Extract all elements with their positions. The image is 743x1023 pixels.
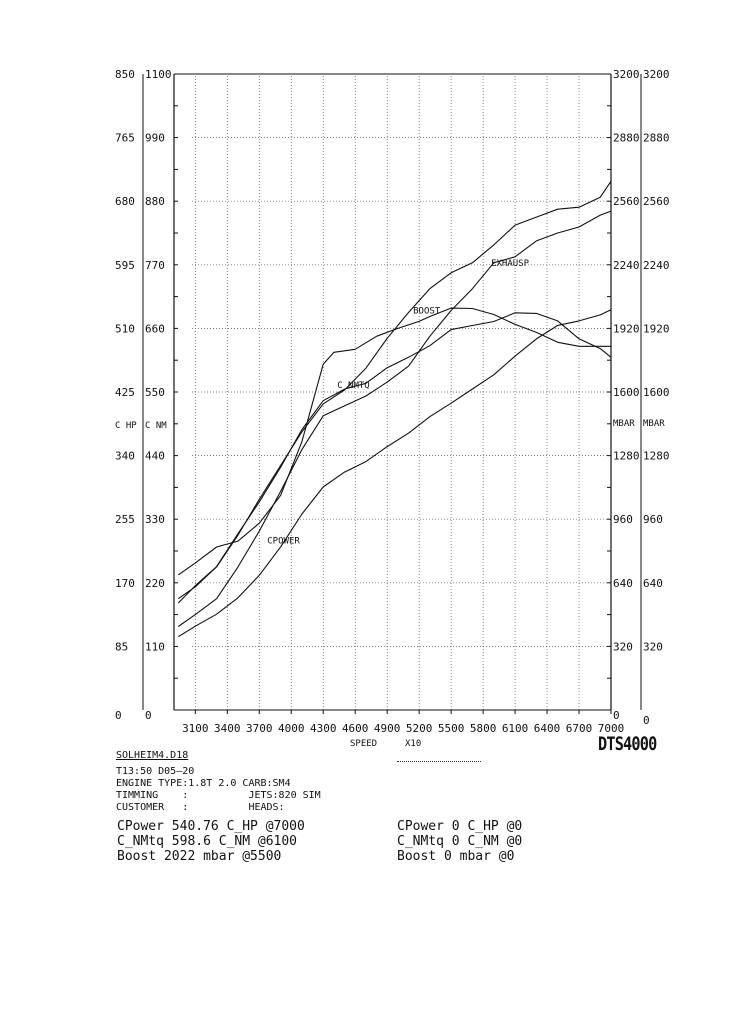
- x-tick-label: 3100: [182, 722, 209, 735]
- result-left-torque: C_NMtq 598.6 C_NM @6100: [117, 834, 298, 849]
- mbar-inner-tick-label: 320: [613, 640, 633, 653]
- series-line-cpower: [178, 309, 612, 638]
- mbar-inner-tick-label: 2880: [613, 132, 640, 145]
- hp-tick-label: 255: [115, 513, 135, 526]
- x-tick-label: 3400: [214, 722, 241, 735]
- nm-tick-label: 110: [145, 640, 165, 653]
- series-lines: [177, 180, 612, 638]
- mbar-outer-tick-label: 2880: [643, 132, 670, 145]
- mbar-outer-tick-label: 2240: [643, 259, 670, 272]
- result-left-power: CPower 540.76 C_HP @7000: [117, 819, 305, 834]
- mbar-inner-tick-label: 0: [613, 709, 620, 722]
- nm-tick-label: 0: [145, 709, 152, 722]
- test-time: T13:50 D05—20: [116, 766, 195, 777]
- result-right-power: CPower 0 C_HP @0: [397, 819, 523, 834]
- nm-tick-label: 220: [145, 577, 165, 590]
- series-line-c-nmtq: [177, 312, 612, 604]
- engine-type: ENGINE TYPE:1.8T 2.0 CARB:SM4: [116, 778, 291, 789]
- mbar-outer-tick-label: 960: [643, 513, 663, 526]
- series-label-cpower: CPOWER: [267, 536, 300, 546]
- result-right-torque: C_NMtq 0 C_NM @0: [397, 834, 523, 849]
- series-line-exhausp: [177, 210, 612, 627]
- hp-tick-label: 85: [115, 640, 128, 653]
- mbar-outer-tick-label: 0: [643, 714, 650, 727]
- nm-tick-label: 550: [145, 386, 165, 399]
- hp-tick-label: 850: [115, 68, 135, 81]
- mbar-outer-tick-label: 1280: [643, 450, 670, 463]
- hp-tick-label: 340: [115, 450, 135, 463]
- mbar-outer-tick-label: 320: [643, 640, 663, 653]
- nm-tick-label: 440: [145, 450, 165, 463]
- x-tick-label: 4300: [310, 722, 337, 735]
- mbar-inner-tick-label: 1600: [613, 386, 640, 399]
- hp-tick-label: 510: [115, 322, 135, 335]
- x-tick-label: 4000: [278, 722, 305, 735]
- hp-tick-label: 0: [115, 709, 122, 722]
- mbar-inner-tick-label: 960: [613, 513, 633, 526]
- x-tick-label: 7000: [598, 722, 625, 735]
- mbar-outer-tick-label: 1600: [643, 386, 670, 399]
- hp-tick-label: 595: [115, 259, 135, 272]
- mbar-outer-axis-title: MBAR: [643, 419, 665, 429]
- axes: [142, 73, 642, 714]
- series-label-exhausp: EXHAUSP: [491, 259, 530, 269]
- x-tick-label: 3700: [246, 722, 273, 735]
- file-name: SOLHEIM4.D18: [116, 750, 189, 761]
- hp-tick-label: 680: [115, 195, 135, 208]
- mbar-inner-tick-label: 1920: [613, 322, 640, 335]
- customer-heads: CUSTOMER : HEADS:: [116, 802, 285, 813]
- series-labels: CPOWER C NMTQ BOOST EXHAUSP: [267, 259, 529, 547]
- grid: [192, 76, 612, 710]
- timing-jets: TIMMING : JETS:820 SIM: [116, 790, 321, 801]
- series-line-unlabeled-4: [177, 180, 612, 600]
- mbar-outer-tick-label: 3200: [643, 68, 670, 81]
- mbar-inner-tick-label: 1280: [613, 450, 640, 463]
- nm-axis-title: C NM: [145, 421, 167, 431]
- mbar-inner-tick-label: 2560: [613, 195, 640, 208]
- x-tick-label: 6700: [566, 722, 593, 735]
- nm-tick-label: 770: [145, 259, 165, 272]
- x-tick-label: 4900: [374, 722, 401, 735]
- x-tick-label: 4600: [342, 722, 369, 735]
- mbar-inner-axis-title: MBAR: [613, 419, 635, 429]
- result-left-boost: Boost 2022 mbar @5500: [117, 849, 282, 864]
- nm-tick-label: 1100: [145, 68, 172, 81]
- x-tick-label: 5500: [438, 722, 465, 735]
- mbar-inner-tick-label: 640: [613, 577, 633, 590]
- x-tick-label: 6400: [534, 722, 561, 735]
- dotted-rule: [397, 761, 481, 762]
- nm-tick-label: 880: [145, 195, 165, 208]
- x-tick-label: 5200: [406, 722, 433, 735]
- hp-tick-label: 765: [115, 132, 135, 145]
- series-label-c-nmtq: C NMTQ: [337, 381, 370, 391]
- mbar-inner-tick-label: 3200: [613, 68, 640, 81]
- nm-tick-label: 330: [145, 513, 165, 526]
- tick-labels: 0 85 170 255 340 425 510 595 680 765 850 0 110 220 330…: [115, 68, 670, 749]
- hp-axis-title: C HP: [115, 421, 137, 431]
- x-axis-title: SPEED: [350, 739, 377, 749]
- nm-tick-label: 990: [145, 132, 165, 145]
- series-label-boost: BOOST: [413, 306, 441, 316]
- brand-logo-text: DTS4000: [598, 733, 657, 755]
- mbar-outer-tick-label: 1920: [643, 322, 670, 335]
- x-tick-label: 6100: [502, 722, 529, 735]
- series-line-boost: [177, 307, 611, 576]
- mbar-inner-tick-label: 2240: [613, 259, 640, 272]
- nm-tick-label: 660: [145, 322, 165, 335]
- mbar-outer-tick-label: 2560: [643, 195, 670, 208]
- hp-tick-label: 425: [115, 386, 135, 399]
- x-tick-label: 5800: [470, 722, 497, 735]
- x-axis-multiplier: X10: [405, 739, 421, 749]
- mbar-outer-tick-label: 640: [643, 577, 663, 590]
- hp-tick-label: 170: [115, 577, 135, 590]
- result-right-boost: Boost 0 mbar @0: [397, 849, 515, 864]
